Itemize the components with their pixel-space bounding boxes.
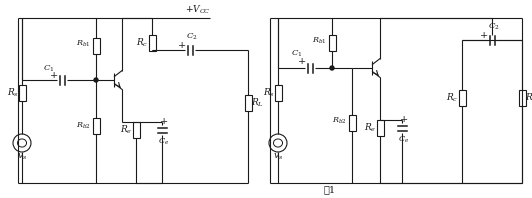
- Text: $R_c$: $R_c$: [136, 37, 148, 49]
- Bar: [148, 35, 155, 51]
- Text: $C_e$: $C_e$: [159, 137, 170, 147]
- Bar: [519, 90, 526, 106]
- Bar: [328, 35, 336, 51]
- Bar: [275, 85, 281, 101]
- Text: $R_{b2}$: $R_{b2}$: [76, 121, 90, 131]
- Text: $R_{b2}$: $R_{b2}$: [331, 116, 346, 126]
- Text: +: +: [50, 70, 58, 80]
- Bar: [377, 120, 384, 136]
- Text: $v_s$: $v_s$: [273, 152, 283, 162]
- Circle shape: [330, 66, 334, 70]
- Text: 图1: 图1: [324, 186, 336, 194]
- Text: +: +: [480, 30, 488, 39]
- Text: $+V_{CC}$: $+V_{CC}$: [185, 4, 211, 16]
- Text: $C_1$: $C_1$: [43, 64, 55, 74]
- Text: $R_L$: $R_L$: [251, 97, 263, 109]
- Text: +: +: [298, 57, 306, 67]
- Text: $R_e$: $R_e$: [120, 124, 132, 136]
- Text: +: +: [178, 41, 186, 50]
- Text: $R_e$: $R_e$: [364, 122, 376, 134]
- Bar: [132, 122, 139, 138]
- Text: $R_c$: $R_c$: [446, 92, 458, 104]
- Text: $R_L$: $R_L$: [525, 92, 532, 104]
- Text: $R_s$: $R_s$: [263, 87, 275, 99]
- Text: $C_2$: $C_2$: [488, 22, 500, 32]
- Text: +: +: [160, 116, 168, 126]
- Text: $C_e$: $C_e$: [398, 135, 410, 145]
- Bar: [19, 85, 26, 101]
- Bar: [93, 38, 99, 54]
- Bar: [245, 95, 252, 111]
- Text: +: +: [400, 114, 408, 124]
- Text: $R_{b1}$: $R_{b1}$: [76, 39, 90, 49]
- Bar: [348, 115, 355, 131]
- Bar: [93, 118, 99, 134]
- Text: $R_{b1}$: $R_{b1}$: [312, 36, 326, 46]
- Text: $C_2$: $C_2$: [186, 32, 198, 42]
- Text: $v_s$: $v_s$: [17, 152, 27, 162]
- Text: $C_1$: $C_1$: [292, 49, 303, 59]
- Circle shape: [94, 78, 98, 82]
- Bar: [459, 90, 466, 106]
- Text: $R_s$: $R_s$: [7, 87, 19, 99]
